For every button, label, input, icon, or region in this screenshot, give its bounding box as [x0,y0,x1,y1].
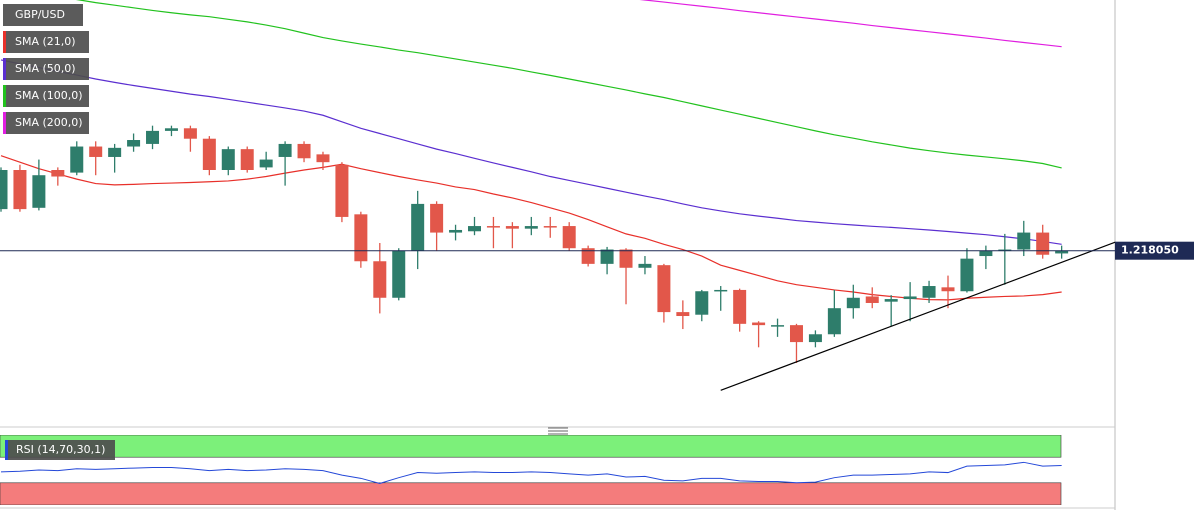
candle-body [733,289,747,324]
legend-swatch [3,112,6,134]
legend-box [3,58,89,80]
candle-body [808,334,822,343]
candle-body [202,138,216,170]
candle-body [297,143,311,159]
legend-swatch [3,58,6,80]
last-price-label: 1.218050 [1121,244,1179,257]
candle-body [32,175,46,208]
legend-label: RSI (14,70,30,1) [16,443,105,456]
candle-body [789,325,803,343]
candle-body [411,203,425,251]
candle-body [373,261,387,298]
candle-body [486,226,500,228]
candle-body [562,226,576,249]
candle-body [146,130,160,144]
candle-body [695,291,709,315]
legend-swatch [5,440,8,460]
candle-body [221,149,235,170]
candle-body [278,143,292,157]
oversold-band [0,482,1062,505]
legend-swatch [3,85,6,107]
candle-body [619,249,633,268]
legend-box [5,440,115,460]
candle-body [714,289,728,292]
legend-box [3,85,89,107]
candle-body [657,265,671,313]
sma-line [75,0,1062,169]
candle-body [771,325,785,327]
candle-body [752,322,766,326]
candle-body [468,226,481,232]
candle-body [543,226,557,228]
legend-box [3,31,89,53]
legend-label: SMA (100,0) [15,89,83,102]
overbought-band [0,435,1062,458]
candle-body [524,226,538,229]
candle-body [1036,232,1050,255]
candle-body [259,159,273,168]
candle-body [108,147,122,157]
last-price-box [1115,241,1194,260]
candle-body [70,146,84,173]
candle-body [505,226,519,229]
legend-box [3,4,83,26]
candle-body [600,249,614,264]
legend-label: SMA (21,0) [15,35,76,48]
candle-body [865,296,879,303]
candle-body [1055,250,1069,254]
candle-body [240,149,254,170]
candle-body [922,286,936,298]
candle-body [827,308,841,335]
candle-body [846,297,860,309]
candle-body [392,250,406,298]
candle-body [1017,232,1031,250]
legend-label: SMA (50,0) [15,62,76,75]
candle-body [89,146,103,157]
candle-body [335,164,349,217]
candle-body [164,128,178,131]
candle-body [316,154,330,163]
candle-body [638,263,652,268]
legend-label: GBP/USD [15,8,65,21]
legend-label: SMA (200,0) [15,116,83,129]
candle-body [430,203,444,233]
candle-body [13,170,27,210]
candle-body [903,296,917,300]
candle-body [960,258,974,292]
sma-line [0,59,1062,245]
candle-body [51,170,65,177]
candle-body [183,128,197,139]
candle-body [884,299,898,302]
rsi-line [0,461,1062,484]
candle-body [449,229,463,233]
candle-body [676,312,690,317]
candle-body [581,248,595,264]
candle-body [127,140,141,147]
candle-body [0,170,8,210]
sma-line [0,155,1062,301]
candle-body [354,214,368,262]
trendline [720,241,1115,391]
legend-box [3,112,89,134]
candle-body [941,287,955,292]
resize-handle[interactable] [548,427,568,435]
candle-body [979,250,993,257]
sma-line [639,0,1062,48]
legend-swatch [3,31,6,53]
